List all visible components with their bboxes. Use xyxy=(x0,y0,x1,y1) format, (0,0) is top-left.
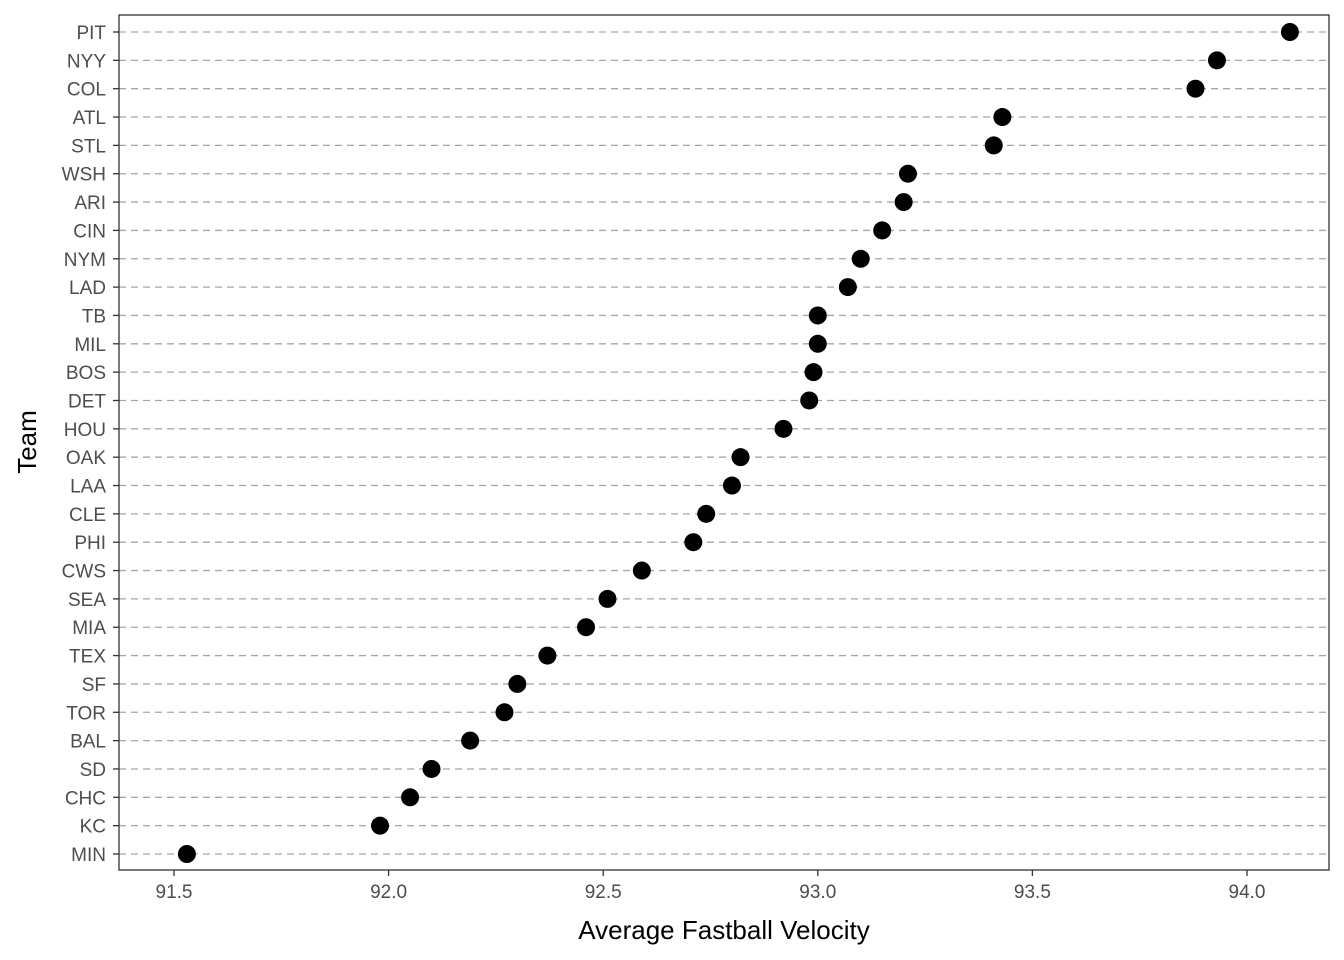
y-tick-label-mia: MIA xyxy=(72,618,106,639)
data-point-chc xyxy=(401,788,420,807)
y-tick-label-cin: CIN xyxy=(73,221,106,242)
y-tick-label-nyy: NYY xyxy=(67,51,106,72)
data-point-mia xyxy=(577,618,596,637)
data-point-cin xyxy=(873,221,892,240)
x-tick-label-4: 93.5 xyxy=(1014,882,1051,903)
y-tick-label-nym: NYM xyxy=(64,250,106,271)
y-tick-label-laa: LAA xyxy=(70,477,106,498)
y-tick-label-kc: KC xyxy=(80,817,106,838)
grid-lines xyxy=(119,31,1329,855)
data-point-phi xyxy=(684,533,703,552)
data-point-atl xyxy=(993,108,1012,127)
data-point-stl xyxy=(984,136,1003,155)
data-point-tor xyxy=(495,703,514,722)
data-points xyxy=(177,23,1299,863)
y-tick-label-tb: TB xyxy=(82,306,106,327)
y-tick-label-mil: MIL xyxy=(74,335,106,356)
data-point-kc xyxy=(371,816,390,835)
data-point-bal xyxy=(461,731,480,750)
y-tick-label-min: MIN xyxy=(71,845,106,866)
data-point-bos xyxy=(804,363,823,382)
x-tick-label-3: 93.0 xyxy=(799,882,836,903)
x-tick-label-0: 91.5 xyxy=(156,882,193,903)
data-point-det xyxy=(800,391,819,410)
y-tick-label-tor: TOR xyxy=(66,703,106,724)
y-tick-label-atl: ATL xyxy=(73,108,106,129)
x-tick-label-5: 94.0 xyxy=(1229,882,1266,903)
y-tick-label-sea: SEA xyxy=(68,590,106,611)
data-point-lad xyxy=(838,278,857,297)
y-axis-title: Team xyxy=(12,410,42,474)
data-point-min xyxy=(177,845,196,863)
data-point-laa xyxy=(722,476,741,495)
data-point-tex xyxy=(538,646,557,665)
data-point-ari xyxy=(894,193,913,212)
data-point-cws xyxy=(632,561,651,580)
y-tick-label-cle: CLE xyxy=(69,505,106,526)
x-tick-label-2: 92.5 xyxy=(585,882,622,903)
x-tick-label-1: 92.0 xyxy=(370,882,407,903)
data-point-col xyxy=(1186,79,1205,98)
y-tick-label-ari: ARI xyxy=(74,193,106,214)
data-point-sf xyxy=(508,674,527,693)
y-tick-label-col: COL xyxy=(67,80,106,101)
y-tick-label-bos: BOS xyxy=(66,363,106,384)
y-tick-label-sd: SD xyxy=(80,760,106,781)
data-point-tb xyxy=(808,306,827,325)
data-point-hou xyxy=(774,419,793,438)
y-tick-label-cws: CWS xyxy=(62,562,106,583)
y-tick-label-wsh: WSH xyxy=(62,165,106,186)
data-point-pit xyxy=(1280,23,1299,41)
data-point-sd xyxy=(422,759,441,778)
y-tick-label-det: DET xyxy=(68,391,106,412)
data-point-mil xyxy=(808,334,827,353)
y-tick-label-lad: LAD xyxy=(69,278,106,299)
x-axis-title: Average Fastball Velocity xyxy=(578,915,869,945)
data-point-cle xyxy=(697,504,716,523)
data-point-nyy xyxy=(1207,51,1226,70)
y-tick-label-bal: BAL xyxy=(70,732,106,753)
plot-panel xyxy=(118,14,1330,871)
y-tick-label-phi: PHI xyxy=(74,533,106,554)
x-axis: 91.5 92.0 92.5 93.0 93.5 94.0 xyxy=(156,870,1266,903)
data-point-nym xyxy=(851,249,870,268)
y-tick-label-stl: STL xyxy=(71,136,106,157)
data-point-sea xyxy=(598,589,617,608)
y-axis: PIT NYY COL ATL STL WSH ARI CIN NYM LAD TB MIL BOS DE… xyxy=(62,23,119,866)
y-tick-label-oak: OAK xyxy=(66,448,106,469)
data-point-wsh xyxy=(898,164,917,183)
y-tick-label-tex: TEX xyxy=(69,647,106,668)
y-tick-label-chc: CHC xyxy=(65,788,106,809)
data-point-oak xyxy=(731,448,750,467)
y-tick-label-sf: SF xyxy=(82,675,106,696)
y-tick-label-hou: HOU xyxy=(64,420,106,441)
y-tick-label-pit: PIT xyxy=(76,23,106,44)
